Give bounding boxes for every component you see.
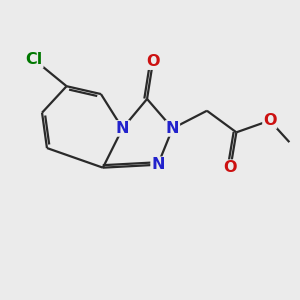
Text: O: O (146, 54, 160, 69)
Text: N: N (166, 121, 179, 136)
Text: O: O (224, 160, 237, 175)
Text: O: O (263, 113, 277, 128)
Text: Cl: Cl (26, 52, 43, 67)
Text: N: N (116, 121, 129, 136)
Text: N: N (151, 157, 165, 172)
